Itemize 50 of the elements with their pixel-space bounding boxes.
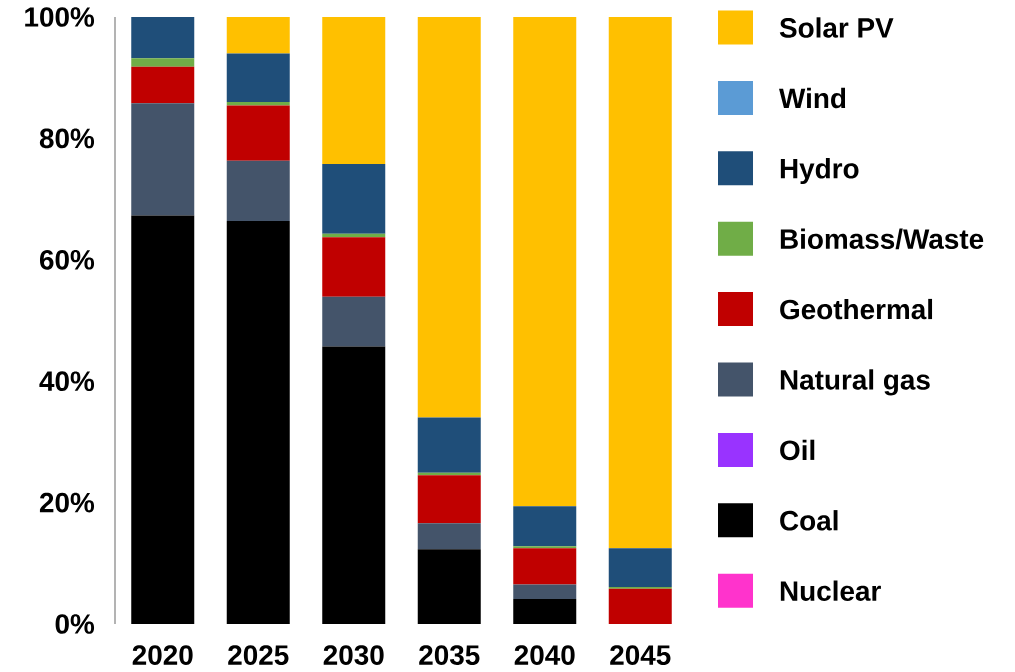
legend-label: Wind	[779, 87, 846, 109]
bar	[226, 105, 290, 161]
legend-label: Natural gas	[780, 369, 930, 396]
legend-label: Hydro	[780, 158, 859, 185]
legend-label: Coal	[780, 510, 838, 531]
y-tick-label: 20%	[39, 492, 95, 513]
bar	[417, 16, 481, 418]
bar	[513, 506, 577, 547]
bar	[322, 237, 386, 297]
bar	[608, 548, 672, 587]
bar	[226, 220, 290, 624]
legend-label: Solar PV	[779, 17, 894, 38]
bar	[417, 549, 481, 624]
x-tick-label: 2040	[514, 645, 575, 665]
y-tick-label: 40%	[39, 371, 95, 392]
bar	[131, 215, 195, 624]
x-tick-label: 2045	[610, 645, 671, 665]
bar	[226, 101, 290, 106]
y-tick-label: 100%	[25, 7, 95, 27]
bar	[417, 417, 481, 473]
bar	[226, 16, 290, 54]
bar	[226, 160, 290, 221]
y-tick-label: 80%	[39, 128, 95, 149]
bar	[513, 16, 577, 507]
bar	[131, 16, 195, 59]
bar	[322, 16, 386, 164]
legend-label: Oil	[780, 439, 815, 461]
bar	[322, 346, 386, 624]
bar	[226, 53, 290, 102]
bar	[131, 58, 195, 67]
y-tick-label: 60%	[39, 249, 95, 270]
x-tick-label: 2025	[228, 645, 289, 665]
legend-label: Geothermal	[780, 298, 933, 320]
legend-label: Nuclear	[780, 580, 881, 601]
y-tick-label: 0%	[55, 614, 95, 634]
bar	[513, 548, 577, 585]
bar	[608, 588, 672, 624]
bar	[131, 66, 195, 104]
x-tick-label: 2020	[132, 645, 193, 665]
bar	[417, 475, 481, 524]
bar	[608, 16, 672, 549]
x-tick-label: 2035	[419, 645, 480, 665]
x-tick-label: 2030	[323, 645, 384, 665]
bar	[322, 296, 386, 347]
bar	[131, 103, 195, 216]
bar	[417, 523, 481, 550]
bar	[322, 163, 386, 234]
legend-label: Biomass/Waste	[780, 228, 984, 250]
bar	[513, 599, 577, 624]
bar	[513, 584, 577, 600]
